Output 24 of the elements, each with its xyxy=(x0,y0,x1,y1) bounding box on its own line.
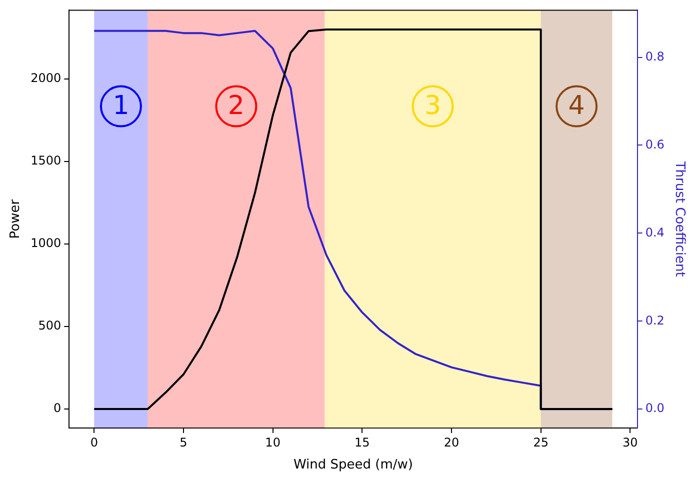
x-tick-label: 0 xyxy=(90,435,98,450)
band-label: 3 xyxy=(424,91,442,122)
band-label: 4 xyxy=(568,91,585,122)
x-tick-label: 15 xyxy=(354,435,370,450)
y-tick-label: 2000 xyxy=(30,71,62,86)
y-axis-title: Power xyxy=(8,198,24,239)
y2-axis-title: Thrust Coefficient xyxy=(672,160,687,277)
y2-tick-label: 0.8 xyxy=(645,49,664,64)
x-tick-label: 5 xyxy=(180,435,188,450)
x-tick-label: 10 xyxy=(265,435,280,450)
y2-tick-label: 0.6 xyxy=(645,137,664,152)
band-label: 1 xyxy=(112,91,130,122)
y2-tick-label: 0.4 xyxy=(645,225,664,240)
y-tick-label: 0 xyxy=(54,401,62,416)
y-tick-label: 1000 xyxy=(30,236,62,250)
band-label: 2 xyxy=(228,91,244,122)
y-tick-label: 500 xyxy=(38,318,62,333)
x-axis-title: Wind Speed (m/w) xyxy=(293,458,413,473)
y2-tick-label: 0.2 xyxy=(645,313,664,328)
x-tick-label: 20 xyxy=(444,435,460,450)
y-tick-label: 1500 xyxy=(30,154,62,168)
x-tick-label: 30 xyxy=(622,435,638,450)
x-tick-label: 25 xyxy=(533,435,548,450)
y2-tick-label: 0.0 xyxy=(645,401,664,416)
